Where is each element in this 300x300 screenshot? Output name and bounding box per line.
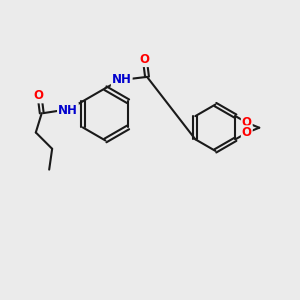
Text: O: O [242,116,252,129]
Text: NH: NH [58,104,78,117]
Text: NH: NH [112,73,132,86]
Text: O: O [242,126,252,139]
Text: O: O [139,53,149,66]
Text: O: O [34,89,44,102]
